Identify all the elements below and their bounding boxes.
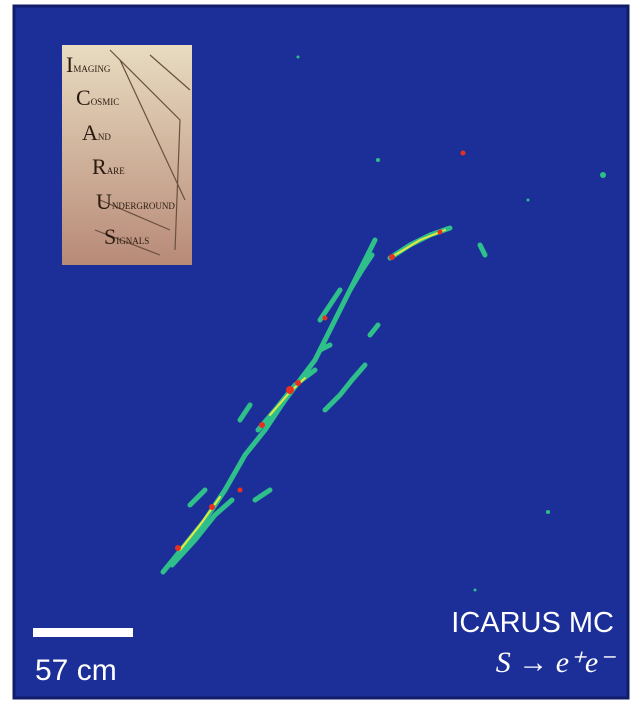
scale-bar	[33, 628, 133, 637]
hit	[389, 254, 395, 260]
page: IMAGING COSMIC AND RARE UNDERGROUND SIGN…	[0, 0, 641, 711]
hit	[546, 510, 550, 514]
hit	[474, 589, 477, 592]
hit	[438, 230, 443, 235]
scale-label: 57 cm	[35, 654, 117, 687]
hit	[259, 422, 265, 428]
hit	[286, 386, 294, 394]
hit	[600, 172, 606, 178]
simulation-label: ICARUS MC	[451, 607, 614, 639]
process-label: S → e⁺e⁻	[496, 646, 616, 679]
hit	[297, 56, 300, 59]
hit	[376, 158, 380, 162]
hit	[238, 488, 243, 493]
hit	[295, 380, 301, 386]
hit	[461, 151, 466, 156]
logo: IMAGING COSMIC AND RARE UNDERGROUND SIGN…	[62, 45, 192, 265]
hit	[323, 316, 328, 321]
event-display: IMAGING COSMIC AND RARE UNDERGROUND SIGN…	[0, 0, 641, 711]
logo-background	[62, 45, 192, 265]
hit	[527, 199, 530, 202]
hit	[209, 504, 215, 510]
hit	[175, 545, 181, 551]
